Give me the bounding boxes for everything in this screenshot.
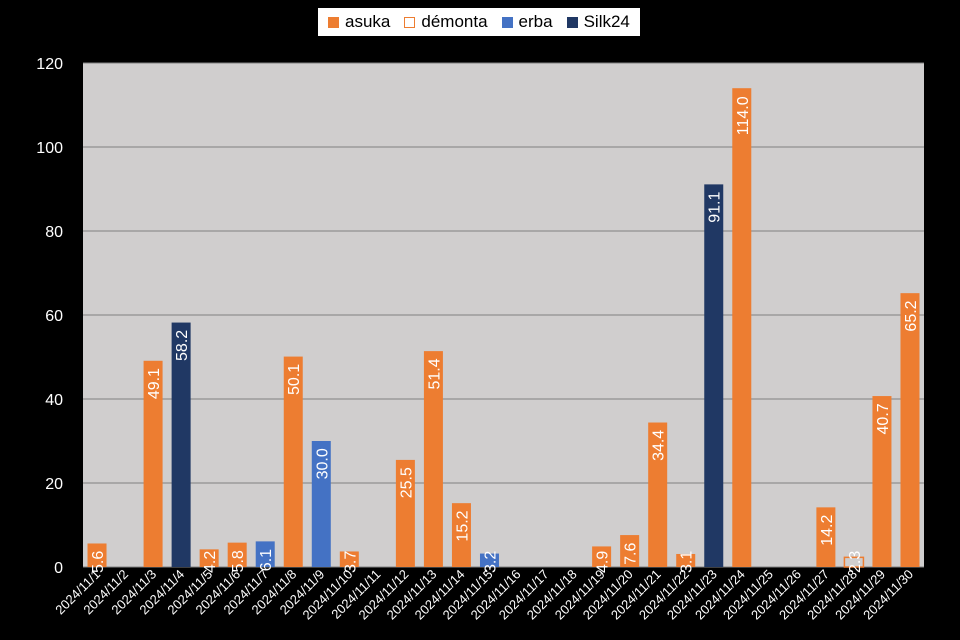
bar: [283, 356, 303, 567]
y-tick-label: 120: [36, 56, 63, 73]
bar: [816, 507, 836, 567]
bar: [900, 293, 920, 567]
bar: [199, 549, 219, 567]
data-label: 2.3: [847, 551, 864, 573]
legend-label-demonta: démonta: [421, 12, 488, 31]
data-label: 49.1: [146, 368, 163, 399]
bar: [395, 459, 415, 567]
data-label: 5.6: [90, 551, 107, 573]
bar: [479, 553, 499, 567]
bar: [423, 351, 443, 567]
y-tick-label: 60: [45, 308, 63, 325]
y-tick-label: 0: [54, 560, 63, 577]
legend-swatch-demonta: [404, 16, 416, 28]
data-label: 15.2: [454, 510, 471, 541]
bar: [171, 322, 191, 567]
data-label: 3.2: [482, 551, 499, 573]
data-label: 6.1: [258, 549, 275, 571]
y-tick-label: 80: [45, 224, 63, 241]
bar: [339, 551, 359, 567]
legend-swatch-erba: [501, 16, 513, 28]
data-label: 14.2: [819, 515, 836, 546]
data-label: 3.7: [342, 551, 359, 573]
bar: [227, 542, 247, 567]
bar: [704, 184, 724, 567]
bar: [872, 396, 892, 567]
data-label: 4.9: [595, 551, 612, 573]
legend-item-erba: erba: [501, 12, 553, 32]
bar: [648, 422, 668, 567]
legend-label-erba: erba: [518, 12, 553, 31]
data-label: 3.1: [679, 551, 696, 573]
bar: [143, 360, 163, 567]
bar: [620, 535, 640, 567]
bar: [843, 556, 865, 568]
data-label: 51.4: [426, 358, 443, 389]
legend-label-asuka: asuka: [345, 12, 391, 31]
legend-item-silk24: Silk24: [566, 12, 630, 32]
data-label: 5.8: [230, 550, 247, 572]
legend-label-silk24: Silk24: [583, 12, 630, 31]
bar: [732, 88, 752, 567]
bar: [451, 503, 471, 567]
data-label: 25.5: [398, 467, 415, 498]
y-tick-label: 20: [45, 476, 63, 493]
legend-swatch-asuka: [328, 16, 339, 28]
data-label: 65.2: [903, 300, 920, 331]
data-label: 40.7: [875, 403, 892, 434]
data-label: 7.6: [623, 543, 640, 565]
legend-item-demonta: démonta: [404, 12, 488, 32]
legend: asuka démonta erba Silk24: [318, 8, 640, 36]
y-tick-label: 100: [36, 140, 63, 157]
bar: [311, 441, 331, 567]
bar: [87, 543, 107, 567]
bar: [255, 541, 275, 567]
data-label: 4.2: [202, 551, 219, 573]
data-label: 30.0: [314, 448, 331, 479]
legend-item-asuka: asuka: [328, 12, 390, 32]
y-tick-label: 40: [45, 392, 63, 409]
bar: [676, 553, 696, 567]
legend-swatch-silk24: [566, 16, 578, 28]
data-label: 114.0: [735, 96, 752, 135]
data-label: 58.2: [174, 330, 191, 361]
data-label: 50.1: [286, 364, 303, 395]
bar: [592, 546, 612, 567]
data-label: 34.4: [651, 430, 668, 461]
data-label: 91.1: [707, 192, 724, 223]
